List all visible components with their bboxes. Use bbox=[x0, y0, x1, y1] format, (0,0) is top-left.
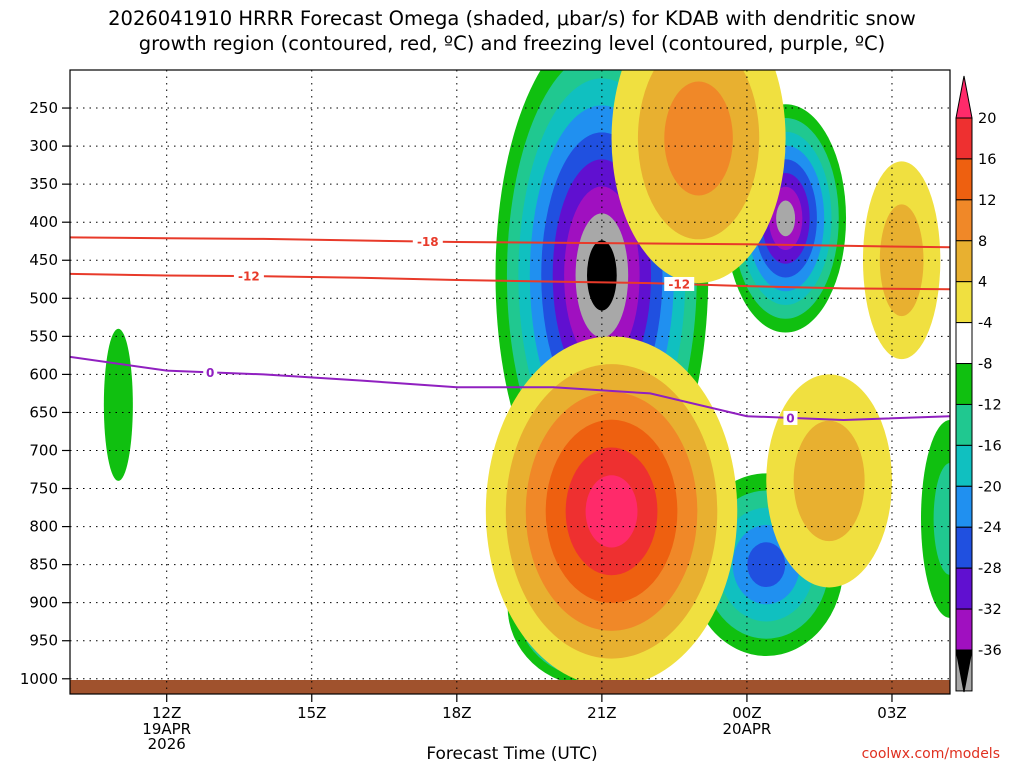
colorbar-label: -12 bbox=[978, 397, 1002, 413]
colorbar-label: 16 bbox=[978, 152, 996, 168]
colorbar-label: -16 bbox=[978, 438, 1002, 454]
y-tick-label: 850 bbox=[29, 556, 58, 574]
contour-label-bg bbox=[664, 276, 695, 291]
colorbar-swatch bbox=[955, 199, 973, 242]
colorbar-bottom-arrow bbox=[955, 649, 973, 693]
title-line-2: growth region (contoured, red, ºC) and f… bbox=[138, 32, 886, 55]
colorbar-label: 4 bbox=[978, 275, 987, 291]
omega-updraft-region bbox=[586, 240, 617, 311]
x-tick-date-label: 20APR bbox=[723, 720, 772, 738]
x-tick-date-label: 19APR bbox=[142, 720, 191, 738]
colorbar-label: -32 bbox=[978, 602, 1002, 618]
x-tick-year-label: 2026 bbox=[148, 735, 186, 753]
colorbar-label: 20 bbox=[978, 111, 996, 127]
colorbar-swatch bbox=[955, 363, 973, 405]
plot-grid bbox=[70, 70, 950, 694]
y-tick-label: 700 bbox=[29, 441, 58, 459]
y-tick-label: 650 bbox=[29, 403, 58, 421]
colorbar-label: -36 bbox=[978, 643, 1002, 659]
colorbar-swatch bbox=[955, 117, 973, 160]
y-tick-label: 250 bbox=[29, 99, 58, 117]
y-tick-label: 350 bbox=[29, 175, 58, 193]
colorbar-swatch bbox=[955, 240, 973, 283]
credit-text: coolwx.com/models bbox=[861, 746, 1000, 762]
x-tick-label: 12Z bbox=[152, 704, 181, 722]
colorbar-swatch bbox=[955, 526, 973, 569]
omega-updraft-region bbox=[933, 463, 950, 575]
x-tick-label: 18Z bbox=[442, 704, 471, 722]
colorbar-top-arrow bbox=[955, 75, 973, 119]
colorbar-label: -20 bbox=[978, 479, 1002, 495]
contour-label: -18 bbox=[417, 235, 439, 249]
colorbar-swatch bbox=[955, 403, 973, 446]
contour-line bbox=[70, 236, 950, 249]
x-tick-label: 21Z bbox=[587, 704, 616, 722]
colorbar-swatch bbox=[955, 608, 973, 651]
colorbar-swatch bbox=[955, 322, 973, 365]
colorbar-label: 12 bbox=[978, 193, 996, 209]
colorbar-swatch bbox=[955, 485, 973, 528]
omega-downdraft-region bbox=[879, 204, 924, 317]
y-tick-label: 900 bbox=[29, 594, 58, 612]
colorbar-swatch bbox=[955, 281, 973, 324]
contour-label-bg bbox=[203, 365, 218, 380]
omega-shading bbox=[103, 70, 950, 687]
title-line-1: 2026041910 HRRR Forecast Omega (shaded, … bbox=[108, 7, 916, 30]
contour-label-bg bbox=[412, 234, 443, 249]
x-tick-label: 15Z bbox=[297, 704, 326, 722]
plot-frame bbox=[69, 69, 951, 695]
x-tick-label: 00Z bbox=[732, 704, 761, 722]
colorbar: 20 16 12 8 4 -4 -8 -12 -16 -20 -24 -28 -32 -36 bbox=[955, 75, 1002, 693]
y-tick-label: 1000 bbox=[20, 670, 58, 688]
omega-downdraft-region bbox=[664, 81, 733, 196]
y-tick-label: 600 bbox=[29, 365, 58, 383]
colorbar-label: -24 bbox=[978, 520, 1002, 536]
colorbar-swatch bbox=[955, 444, 973, 487]
contour-label: -12 bbox=[238, 270, 260, 284]
colorbar-swatch bbox=[955, 158, 973, 201]
omega-downdraft-region bbox=[585, 475, 638, 548]
y-axis: 250 300 350 400 450 500 550 600 650 700 750 800 850 9… bbox=[20, 99, 70, 688]
colorbar-label: -28 bbox=[978, 561, 1002, 577]
contour-label: -12 bbox=[668, 277, 690, 291]
omega-downdraft-region bbox=[793, 420, 865, 542]
y-tick-label: 450 bbox=[29, 251, 58, 269]
contours: -18 -12 0 -12 0 bbox=[70, 234, 950, 425]
contour-label: 0 bbox=[206, 366, 214, 380]
x-tick-label: 03Z bbox=[877, 704, 906, 722]
y-tick-label: 750 bbox=[29, 480, 58, 498]
x-axis-label: Forecast Time (UTC) bbox=[426, 744, 598, 764]
y-tick-label: 550 bbox=[29, 327, 58, 345]
ground-surface bbox=[70, 680, 950, 694]
y-tick-label: 800 bbox=[29, 518, 58, 536]
omega-updraft-region bbox=[776, 200, 796, 237]
contour-line bbox=[70, 272, 950, 291]
contour-label-bg bbox=[783, 410, 798, 425]
y-tick-label: 500 bbox=[29, 289, 58, 307]
y-tick-label: 300 bbox=[29, 137, 58, 155]
contour-label: 0 bbox=[786, 411, 794, 425]
chart-title: 2026041910 HRRR Forecast Omega (shaded, … bbox=[0, 6, 1024, 56]
colorbar-swatch bbox=[955, 567, 973, 610]
colorbar-label: -4 bbox=[978, 316, 992, 332]
y-tick-label: 950 bbox=[29, 632, 58, 650]
colorbar-label: 8 bbox=[978, 234, 987, 250]
contour-label-bg bbox=[233, 269, 264, 284]
y-tick-label: 400 bbox=[29, 213, 58, 231]
omega-updraft-region bbox=[103, 328, 133, 481]
colorbar-label: -8 bbox=[978, 357, 992, 373]
